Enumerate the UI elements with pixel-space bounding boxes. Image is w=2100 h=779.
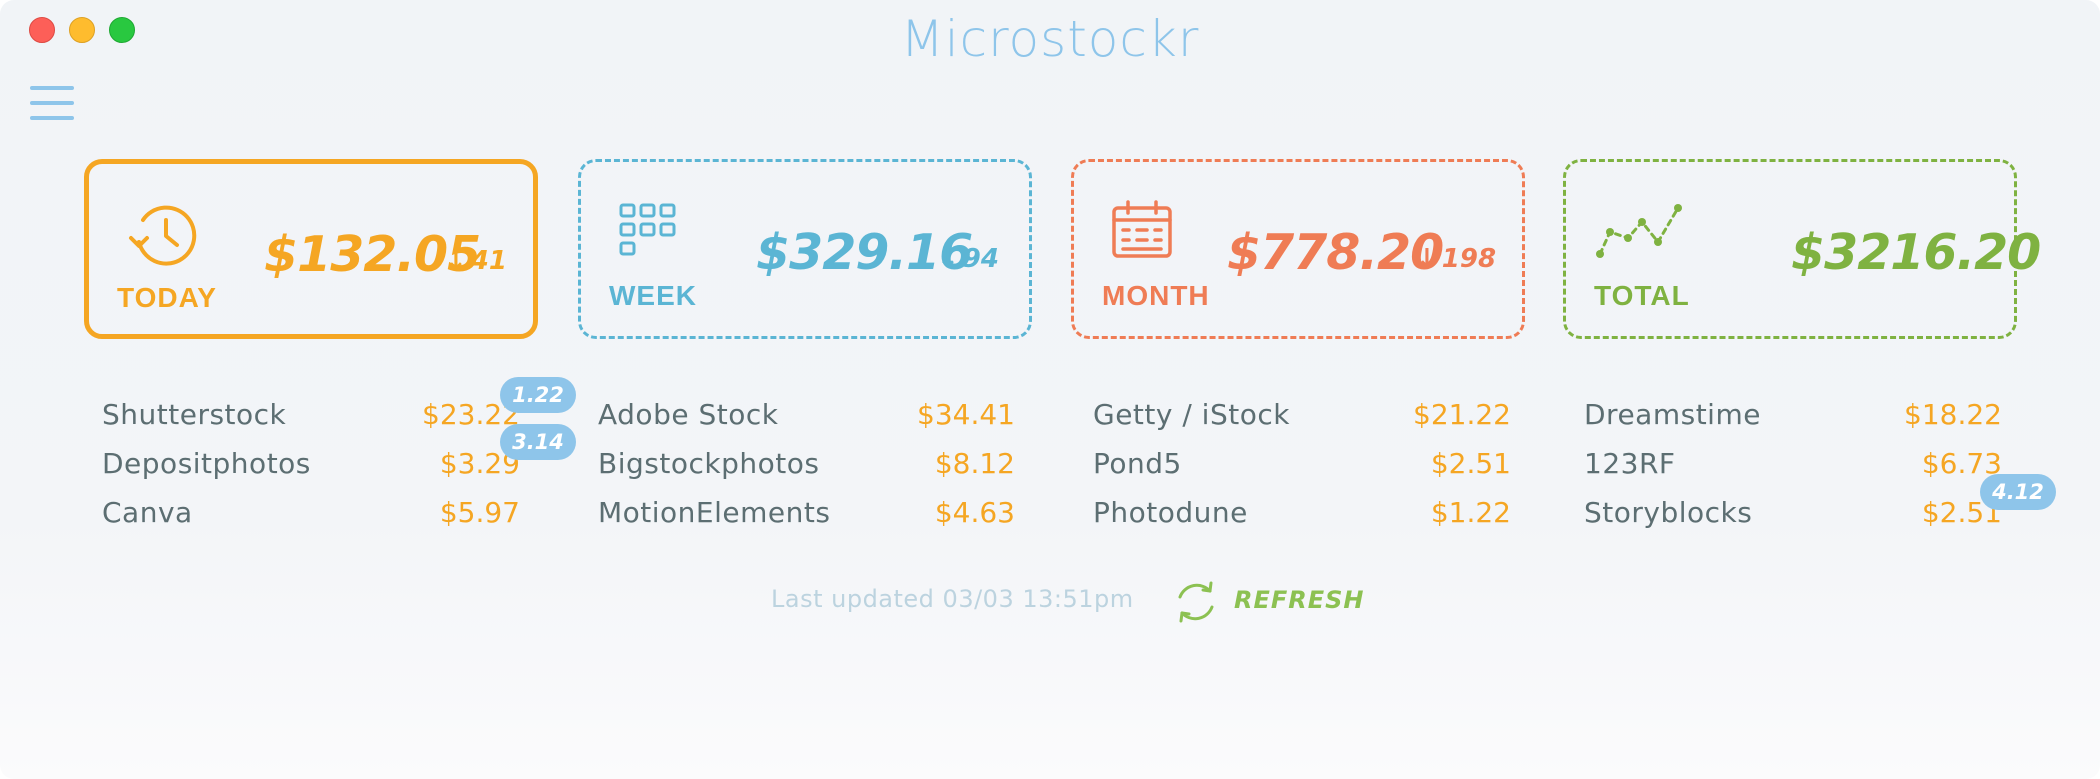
list-item[interactable]: Getty / iStock $21.22 [1093, 398, 1511, 447]
arrow-down-icon: ↓ [1416, 244, 1438, 274]
agency-value: $18.22 [1904, 398, 2002, 431]
agency-value: $6.73 [1921, 447, 2002, 480]
today-delta: ↓ 41 [445, 246, 507, 276]
close-window-button[interactable] [29, 17, 55, 43]
change-badge: 1.22 [500, 377, 576, 413]
agency-name: Getty / iStock [1093, 398, 1290, 431]
agency-name: MotionElements [598, 496, 831, 529]
week-amount: $329.16 [756, 224, 973, 281]
week-card[interactable]: WEEK $329.16 ↓ 94 [578, 159, 1032, 339]
total-card[interactable]: TOTAL $3216.20 [1563, 159, 2041, 339]
last-updated-text: Last updated 03/03 13:51pm [771, 585, 1134, 613]
month-label: MONTH [1102, 280, 1210, 311]
refresh-label: REFRESH [1234, 586, 1365, 614]
list-item[interactable]: Adobe Stock $34.41 [598, 398, 1015, 447]
list-item[interactable]: Bigstockphotos $8.12 [598, 447, 1015, 496]
week-delta: ↓ 94 [937, 244, 999, 274]
agency-column-3: Getty / iStock $21.22 Pond5 $2.51 Photod… [1093, 398, 1511, 545]
refresh-icon [1178, 581, 1214, 623]
list-item[interactable]: Storyblocks $2.51 [1584, 496, 2002, 545]
agency-name: Storyblocks [1584, 496, 1753, 529]
minimize-window-button[interactable] [69, 17, 95, 43]
grid-icon [619, 203, 676, 256]
today-delta-value: 41 [470, 246, 507, 276]
agency-value: $34.41 [917, 398, 1015, 431]
list-item[interactable]: 123RF $6.73 [1584, 447, 2002, 496]
agency-name: Canva [102, 496, 193, 529]
list-item[interactable]: Pond5 $2.51 [1093, 447, 1511, 496]
agency-name: 123RF [1584, 447, 1676, 480]
agency-column-2: Adobe Stock $34.41 Bigstockphotos $8.12 … [598, 398, 1015, 545]
agency-name: Adobe Stock [598, 398, 779, 431]
agency-name: Dreamstime [1584, 398, 1761, 431]
app-title: Microstockr [900, 10, 1200, 68]
today-amount: $132.05 [264, 226, 481, 283]
agency-name: Pond5 [1093, 447, 1182, 480]
agency-name: Bigstockphotos [598, 447, 820, 480]
agency-name: Depositphotos [102, 447, 311, 480]
hamburger-menu-icon[interactable] [30, 86, 74, 120]
agency-value: $4.63 [934, 496, 1015, 529]
week-label: WEEK [609, 280, 697, 311]
week-delta-value: 94 [962, 244, 999, 274]
agency-value: $21.22 [1413, 398, 1511, 431]
total-amount: $3216.20 [1791, 224, 2041, 281]
list-item[interactable]: Dreamstime $18.22 [1584, 398, 2002, 447]
agency-value: $5.97 [439, 496, 520, 529]
list-item[interactable]: Photodune $1.22 [1093, 496, 1511, 545]
month-amount: $778.20 [1227, 224, 1444, 281]
agency-name: Photodune [1093, 496, 1248, 529]
list-item[interactable]: Canva $5.97 [102, 496, 520, 545]
change-badge: 3.14 [500, 424, 576, 460]
line-chart-icon [1596, 204, 1682, 258]
arrow-down-icon: ↓ [937, 244, 959, 274]
change-badge: 4.12 [1980, 474, 2056, 510]
clock-history-icon [129, 205, 197, 266]
list-item[interactable]: Shutterstock $23.22 [102, 398, 520, 447]
today-card[interactable]: TODAY $132.05 ↓ 41 [84, 159, 538, 339]
agency-value: $2.51 [1430, 447, 1511, 480]
zoom-window-button[interactable] [109, 17, 135, 43]
list-item[interactable]: Depositphotos $3.29 [102, 447, 520, 496]
list-item[interactable]: MotionElements $4.63 [598, 496, 1015, 545]
today-label: TODAY [117, 282, 217, 313]
month-delta: ↓ 198 [1416, 244, 1496, 274]
agency-value: $1.22 [1430, 496, 1511, 529]
calendar-icon [1112, 200, 1172, 258]
month-card[interactable]: MONTH $778.20 ↓ 198 [1071, 159, 1525, 339]
agency-value: $8.12 [934, 447, 1015, 480]
total-label: TOTAL [1594, 280, 1690, 311]
arrow-down-icon: ↓ [445, 246, 467, 276]
agency-name: Shutterstock [102, 398, 287, 431]
agency-column-4: Dreamstime $18.22 123RF $6.73 Storyblock… [1584, 398, 2002, 545]
month-delta-value: 198 [1441, 244, 1497, 274]
agency-column-1: Shutterstock $23.22 Depositphotos $3.29 … [102, 398, 520, 545]
